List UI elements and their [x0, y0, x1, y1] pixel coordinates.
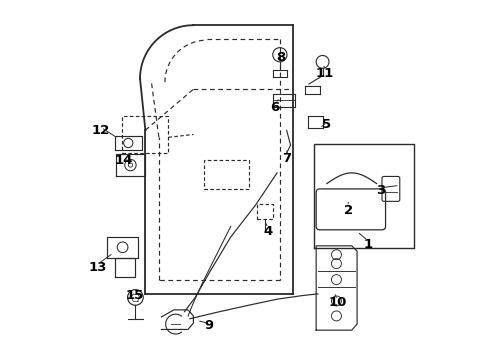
Text: 4: 4	[264, 225, 273, 238]
Text: 1: 1	[363, 238, 372, 251]
Text: 14: 14	[115, 154, 133, 167]
Text: 9: 9	[205, 319, 214, 332]
Text: 5: 5	[322, 118, 331, 131]
Text: 15: 15	[125, 289, 144, 302]
Text: 3: 3	[376, 184, 385, 197]
Text: 10: 10	[328, 296, 347, 309]
Text: 2: 2	[343, 204, 353, 217]
Text: 11: 11	[316, 67, 334, 80]
Text: 7: 7	[282, 152, 292, 165]
Text: 6: 6	[270, 100, 280, 113]
Text: 13: 13	[88, 261, 106, 274]
Text: 12: 12	[92, 124, 110, 137]
Text: 8: 8	[276, 51, 285, 64]
